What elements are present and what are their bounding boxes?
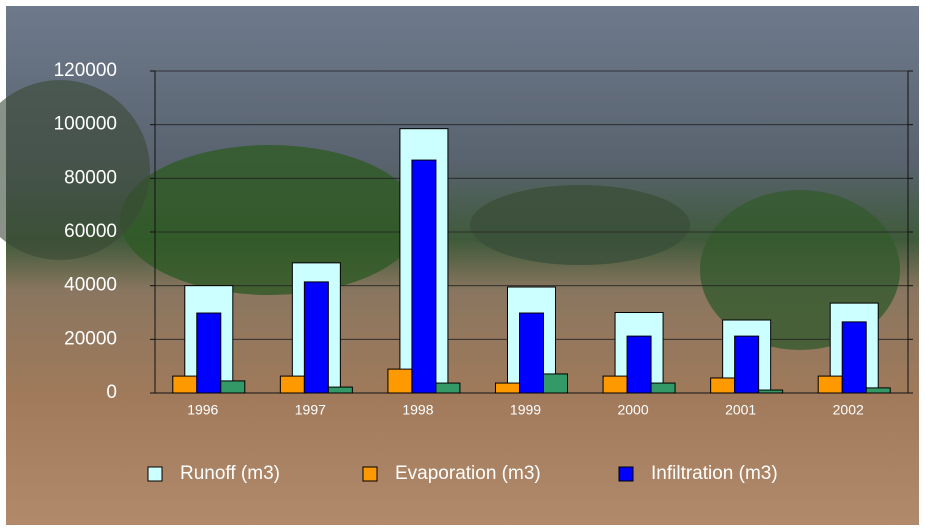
bar bbox=[496, 383, 520, 393]
legend-label: Infiltration (m3) bbox=[651, 463, 778, 484]
bar bbox=[388, 369, 412, 393]
bar bbox=[304, 282, 328, 393]
bar bbox=[173, 376, 197, 393]
y-tick-label: 120000 bbox=[54, 60, 117, 81]
x-tick-label: 2001 bbox=[725, 402, 756, 418]
bar bbox=[221, 381, 245, 393]
x-tick-label: 1998 bbox=[402, 402, 433, 418]
bar bbox=[866, 388, 890, 393]
bar bbox=[520, 313, 544, 393]
bar bbox=[842, 322, 866, 393]
bar bbox=[627, 336, 651, 393]
bar bbox=[280, 376, 304, 393]
x-tick-label: 1996 bbox=[187, 402, 218, 418]
bar bbox=[328, 387, 352, 393]
y-tick-label: 60000 bbox=[64, 221, 117, 242]
chart: 0 20000 40000 60000 80000 100000 120000 1996 199… bbox=[0, 0, 925, 531]
bar bbox=[544, 374, 568, 393]
x-tick-label: 1999 bbox=[510, 402, 541, 418]
tree bbox=[120, 145, 420, 295]
y-tick-label: 20000 bbox=[64, 328, 117, 349]
bar bbox=[651, 383, 675, 393]
legend-swatch bbox=[148, 467, 162, 481]
y-tick-label: 40000 bbox=[64, 275, 117, 296]
y-tick-label: 100000 bbox=[54, 114, 117, 135]
bar bbox=[436, 383, 460, 393]
legend-label: Evaporation (m3) bbox=[395, 463, 541, 484]
x-tick-label: 2000 bbox=[617, 402, 648, 418]
y-tick-label: 80000 bbox=[64, 167, 117, 188]
bar bbox=[412, 160, 436, 393]
tree bbox=[470, 185, 690, 265]
x-tick-label: 1997 bbox=[295, 402, 326, 418]
bar bbox=[197, 313, 221, 393]
legend-swatch bbox=[363, 467, 377, 481]
bar bbox=[735, 336, 759, 393]
bar bbox=[711, 378, 735, 393]
legend-swatch bbox=[619, 467, 633, 481]
y-tick-label: 0 bbox=[106, 382, 117, 403]
legend-label: Runoff (m3) bbox=[180, 463, 280, 484]
bar bbox=[818, 376, 842, 393]
bar bbox=[759, 390, 783, 393]
x-tick-label: 2002 bbox=[833, 402, 864, 418]
bar bbox=[603, 376, 627, 393]
